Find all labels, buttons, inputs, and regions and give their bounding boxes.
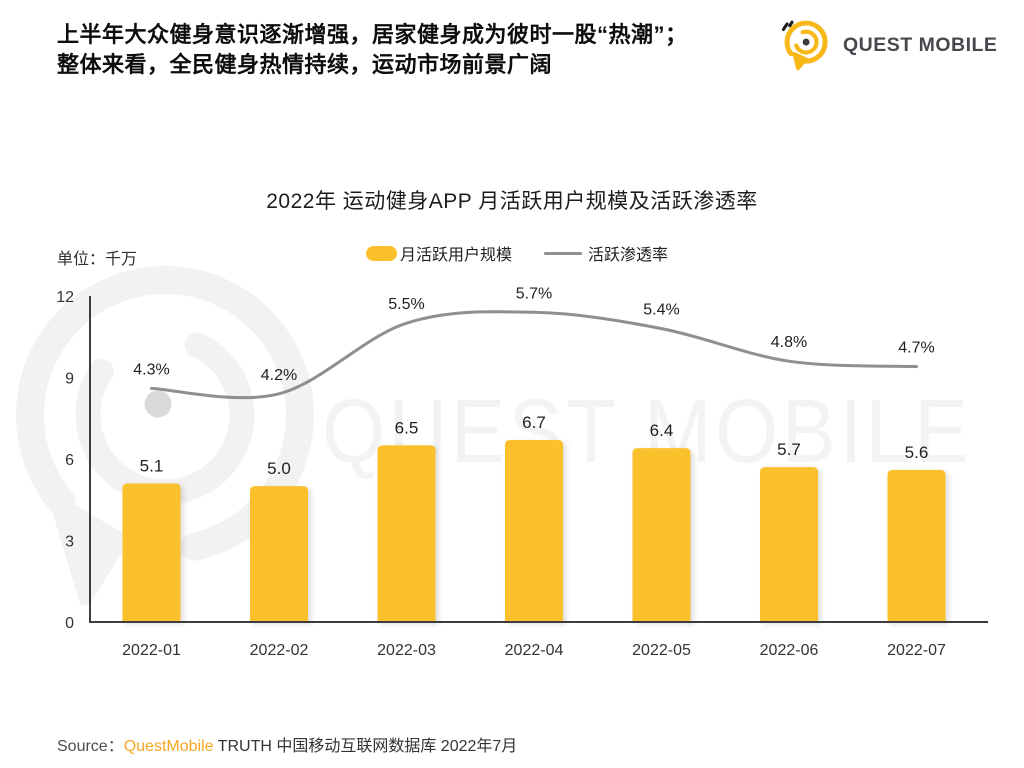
y-axis-tick-label: 6 (65, 452, 74, 469)
trend-line (150, 310, 918, 400)
source-prefix: Source： (57, 738, 124, 755)
bar (632, 448, 691, 622)
bar (250, 486, 308, 622)
y-axis-tick-label: 12 (56, 289, 74, 306)
chart-legend: 月活跃用户规模 活跃渗透率 (366, 244, 669, 264)
bars (122, 439, 946, 622)
legend-bar-label: 月活跃用户规模 (400, 247, 513, 264)
line-point-label: 4.7% (898, 340, 934, 357)
chart-title: 2022年 运动健身APP 月活跃用户规模及活跃渗透率 (266, 190, 758, 213)
axes (89, 296, 988, 623)
unit-label: 单位：千万 (57, 251, 138, 268)
line-point-label: 4.2% (261, 367, 297, 384)
x-axis-label: 2022-02 (250, 642, 309, 659)
source-line: Source：QuestMobile TRUTH 中国移动互联网数据库 2022… (57, 732, 517, 756)
bar-value-label: 5.0 (267, 459, 291, 478)
line-point-label: 4.3% (133, 361, 169, 378)
questmobile-logo-icon (781, 20, 828, 71)
bar-value-label: 5.6 (905, 443, 929, 462)
x-axis-label: 2022-07 (887, 642, 946, 659)
data-labels: 5.1 2022-01 5.0 2022-02 6.5 2022-03 6.7 2022-04… (56, 285, 946, 659)
bar (377, 445, 436, 622)
legend-line-swatch (544, 251, 583, 255)
header-line-2: 整体来看，全民健身热情持续，运动市场前景广阔 (57, 52, 553, 77)
axis-lines (89, 296, 988, 623)
source-brand: QuestMobile (123, 738, 214, 755)
watermark-logo-outer-ring (16, 266, 314, 564)
questmobile-logo-text: QUEST MOBILE (843, 33, 998, 56)
y-axis-tick-label: 9 (65, 371, 74, 388)
x-axis-label: 2022-01 (122, 642, 181, 659)
legend-bar-swatch (366, 245, 397, 261)
header-line-1: 上半年大众健身意识逐渐增强，居家健身成为彼时一股“热潮”； (57, 22, 688, 47)
watermark-logo-dot (144, 390, 172, 418)
legend-line-label: 活跃渗透率 (588, 247, 669, 264)
bar-value-label: 6.4 (650, 421, 674, 440)
x-axis-label: 2022-04 (505, 642, 564, 659)
bar (887, 469, 946, 622)
bar-value-label: 5.7 (777, 440, 801, 459)
x-axis-label: 2022-06 (760, 642, 819, 659)
bar-value-label: 6.5 (395, 418, 419, 437)
line-point-label: 4.8% (771, 334, 807, 351)
bar-value-label: 6.7 (522, 413, 546, 432)
bar (760, 467, 818, 622)
trend-line-layer (150, 310, 918, 400)
header-insight-text: 上半年大众健身意识逐渐增强，居家健身成为彼时一股“热潮”； 整体来看，全民健身热… (57, 20, 777, 80)
questmobile-logo: QUEST MOBILE (778, 14, 997, 72)
line-point-label: 5.7% (516, 285, 552, 302)
line-point-label: 5.5% (388, 296, 424, 313)
line-point-label: 5.4% (643, 302, 679, 319)
x-axis-label: 2022-03 (377, 642, 436, 659)
bar (122, 483, 181, 622)
y-axis-tick-label: 3 (65, 534, 74, 551)
bar-value-label: 5.1 (140, 456, 164, 475)
x-axis-label: 2022-05 (632, 642, 691, 659)
source-rest: TRUTH 中国移动互联网数据库 2022年7月 (213, 738, 518, 755)
y-axis-tick-label: 0 (65, 615, 74, 632)
bar (505, 439, 563, 622)
